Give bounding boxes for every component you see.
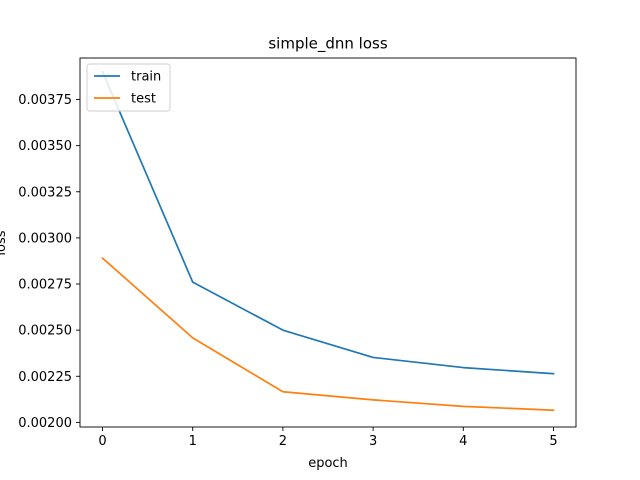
series-line-train <box>101 70 555 375</box>
chart-title: simple_dnn loss <box>268 35 387 54</box>
x-tick-label: 1 <box>189 434 197 449</box>
x-tick-label: 4 <box>459 434 467 449</box>
y-tick-label: 0.00375 <box>18 93 72 108</box>
axes-frame <box>79 57 577 428</box>
y-axis-label: loss <box>0 230 9 255</box>
series-line-test <box>101 256 555 412</box>
y-tick-label: 0.00350 <box>18 139 72 154</box>
x-tick-label: 5 <box>549 434 557 449</box>
y-tick-label: 0.00250 <box>18 324 72 339</box>
plot-area: 0 1 2 3 4 5 0.00200 0.00225 0.00250 0.00275 0.0030… <box>18 57 577 449</box>
y-tick-label: 0.00225 <box>18 370 72 385</box>
y-tick-label: 0.00300 <box>18 231 72 246</box>
legend-label-test: test <box>131 92 156 107</box>
x-tick-label: 2 <box>279 434 287 449</box>
x-tick-label: 3 <box>369 434 377 449</box>
y-tick-label: 0.00200 <box>18 416 72 431</box>
legend-label-train: train <box>131 70 161 85</box>
x-axis-label: epoch <box>308 456 348 471</box>
y-tick-label: 0.00325 <box>18 185 72 200</box>
legend: train test <box>86 63 171 112</box>
x-tick-label: 0 <box>98 434 106 449</box>
y-tick-label: 0.00275 <box>18 278 72 293</box>
